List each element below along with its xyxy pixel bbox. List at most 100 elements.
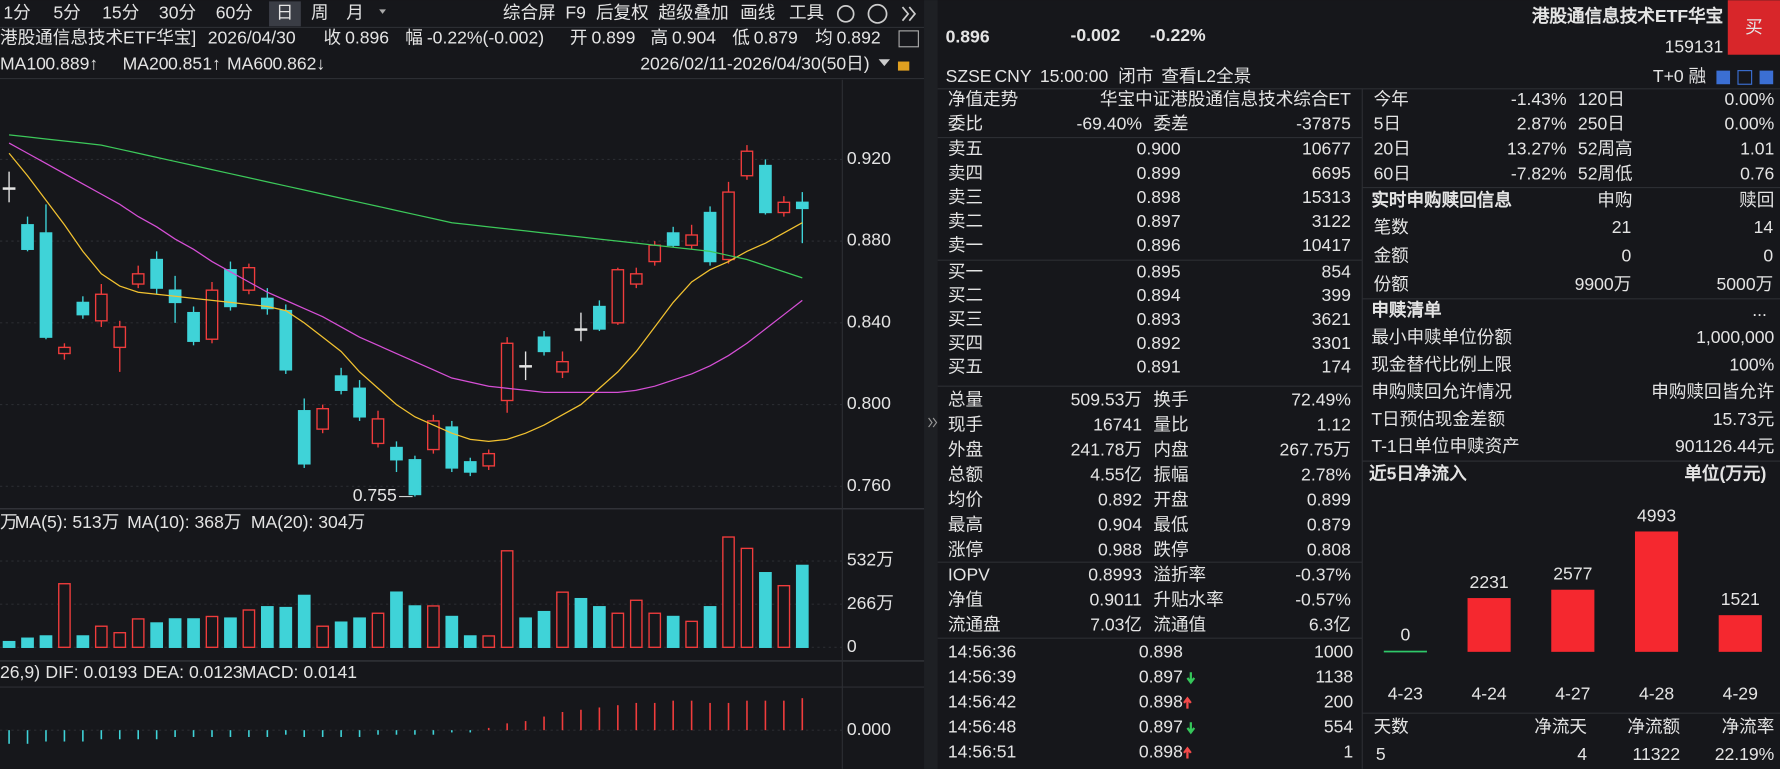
period-tab[interactable]: 周 bbox=[311, 2, 329, 22]
row-value: -69.40% bbox=[1077, 114, 1142, 134]
book-volume: 6695 bbox=[1312, 163, 1351, 183]
book-volume: 399 bbox=[1322, 285, 1351, 305]
l2-link[interactable]: 查看L2全景 bbox=[1161, 66, 1251, 86]
row-value: -37875 bbox=[1296, 114, 1351, 134]
date: 2026/04/30 bbox=[208, 27, 296, 47]
summary-header: 净流率 bbox=[1722, 717, 1775, 737]
book-volume: 3621 bbox=[1312, 309, 1351, 329]
date-range[interactable]: 2026/02/11-2026/04/30(50日) bbox=[640, 54, 869, 74]
candle-body bbox=[205, 289, 219, 340]
candle-body bbox=[463, 461, 477, 473]
row-label: 均价 bbox=[948, 489, 984, 509]
period-tab[interactable]: 1分 bbox=[3, 2, 30, 22]
volume-bar bbox=[722, 536, 735, 648]
row-label: IOPV bbox=[948, 564, 990, 584]
candle-body bbox=[94, 293, 108, 322]
period-dropdown[interactable] bbox=[379, 9, 386, 14]
tool-button[interactable]: F9 bbox=[565, 2, 586, 22]
legend-label: DEA: 0.0123 bbox=[143, 662, 243, 682]
candle-body bbox=[556, 361, 569, 373]
row-label: 现金替代比例上限 bbox=[1371, 354, 1512, 374]
tool-icon[interactable] bbox=[1759, 70, 1774, 85]
period-tab[interactable]: 15分 bbox=[102, 2, 139, 22]
field-value: 0.896 bbox=[345, 27, 389, 47]
more[interactable]: ... bbox=[1752, 300, 1767, 320]
tick-arrow bbox=[1186, 672, 1196, 685]
tool-icon[interactable] bbox=[1716, 70, 1731, 85]
tool-button[interactable]: 综合屏 bbox=[503, 2, 556, 22]
row-value: 14 bbox=[1754, 217, 1774, 237]
row-value: 100% bbox=[1729, 354, 1774, 374]
buy-label[interactable]: 买 bbox=[1745, 17, 1763, 37]
wp-icon[interactable] bbox=[898, 30, 919, 48]
buy-button[interactable] bbox=[1727, 0, 1780, 55]
security-code: 159131 bbox=[1665, 37, 1724, 57]
row-label: 金额 bbox=[1374, 245, 1410, 265]
row-label: 流通值 bbox=[1153, 614, 1206, 634]
splitter[interactable] bbox=[924, 0, 938, 769]
tool-icon[interactable] bbox=[1737, 70, 1753, 85]
summary-header: 净流额 bbox=[1627, 717, 1680, 737]
flow-bar bbox=[1718, 615, 1762, 652]
y-tick-label: 0.000 bbox=[847, 719, 891, 739]
legend-label: MACD: 0.0141 bbox=[242, 662, 357, 682]
candle-body bbox=[759, 164, 772, 214]
period-tab[interactable]: 日 bbox=[276, 2, 294, 22]
row-value: 72.49% bbox=[1291, 390, 1351, 410]
period-tab[interactable]: 5分 bbox=[53, 2, 80, 22]
candle-body bbox=[574, 328, 588, 331]
volume-bar bbox=[371, 612, 385, 648]
row-label: 换手 bbox=[1153, 390, 1188, 410]
row-value: 901126.44元 bbox=[1675, 436, 1774, 456]
volume-bar bbox=[76, 635, 90, 648]
range-dropdown[interactable] bbox=[878, 59, 890, 67]
book-volume: 3301 bbox=[1312, 333, 1351, 353]
book-label: 买一 bbox=[948, 261, 983, 281]
settings-icon[interactable] bbox=[836, 5, 855, 23]
row-label: 最低 bbox=[1153, 514, 1188, 534]
help-icon[interactable] bbox=[867, 3, 888, 24]
volume-bar bbox=[131, 618, 145, 648]
row-value: -0.37% bbox=[1295, 564, 1351, 584]
unit-label: 单位(万元) bbox=[1684, 463, 1766, 483]
candle-body bbox=[482, 452, 496, 467]
lock-icon[interactable] bbox=[897, 61, 910, 71]
row-value: 0.00% bbox=[1724, 114, 1774, 134]
volume-bar bbox=[408, 605, 422, 648]
volume-bar bbox=[593, 606, 606, 648]
tool-button[interactable]: 后复权 bbox=[596, 2, 649, 22]
tool-button[interactable]: 画线 bbox=[740, 2, 775, 22]
candle-body bbox=[334, 375, 348, 391]
period-tab[interactable]: 月 bbox=[346, 2, 364, 22]
tick-arrow bbox=[1186, 722, 1196, 735]
candle-body bbox=[353, 387, 366, 418]
candle-body bbox=[390, 446, 403, 461]
candle-body bbox=[703, 211, 717, 263]
volume-bar bbox=[21, 637, 34, 648]
candle-body bbox=[593, 305, 606, 330]
expand-icon[interactable] bbox=[928, 417, 938, 428]
row-label: 20日 bbox=[1374, 139, 1411, 159]
book-price: 0.895 bbox=[1137, 261, 1181, 281]
volume-bar bbox=[463, 635, 477, 648]
field-value: 0.899 bbox=[591, 27, 635, 47]
volume-bar bbox=[224, 617, 237, 648]
row-label: 250日 bbox=[1578, 114, 1625, 134]
ma-line bbox=[9, 134, 803, 279]
row-label: 内盘 bbox=[1153, 440, 1188, 460]
tick-volume: 1000 bbox=[1314, 642, 1353, 662]
volume-bar bbox=[556, 591, 569, 648]
period-tab[interactable]: 30分 bbox=[159, 2, 196, 22]
tool-button[interactable]: 超级叠加 bbox=[658, 2, 728, 22]
legend-value: 0.851↑ bbox=[168, 54, 221, 74]
more-icon[interactable] bbox=[901, 6, 917, 22]
volume-bar bbox=[94, 625, 108, 648]
row-value: 0.76 bbox=[1740, 164, 1774, 184]
tool-button[interactable]: 工具 bbox=[789, 2, 824, 22]
volume-bar bbox=[39, 635, 53, 648]
summary-value: 4 bbox=[1577, 744, 1587, 764]
period-tab[interactable]: 60分 bbox=[216, 2, 253, 22]
row-value: -0.57% bbox=[1295, 589, 1351, 609]
tick-volume: 554 bbox=[1324, 717, 1354, 737]
candle-body bbox=[629, 273, 643, 285]
